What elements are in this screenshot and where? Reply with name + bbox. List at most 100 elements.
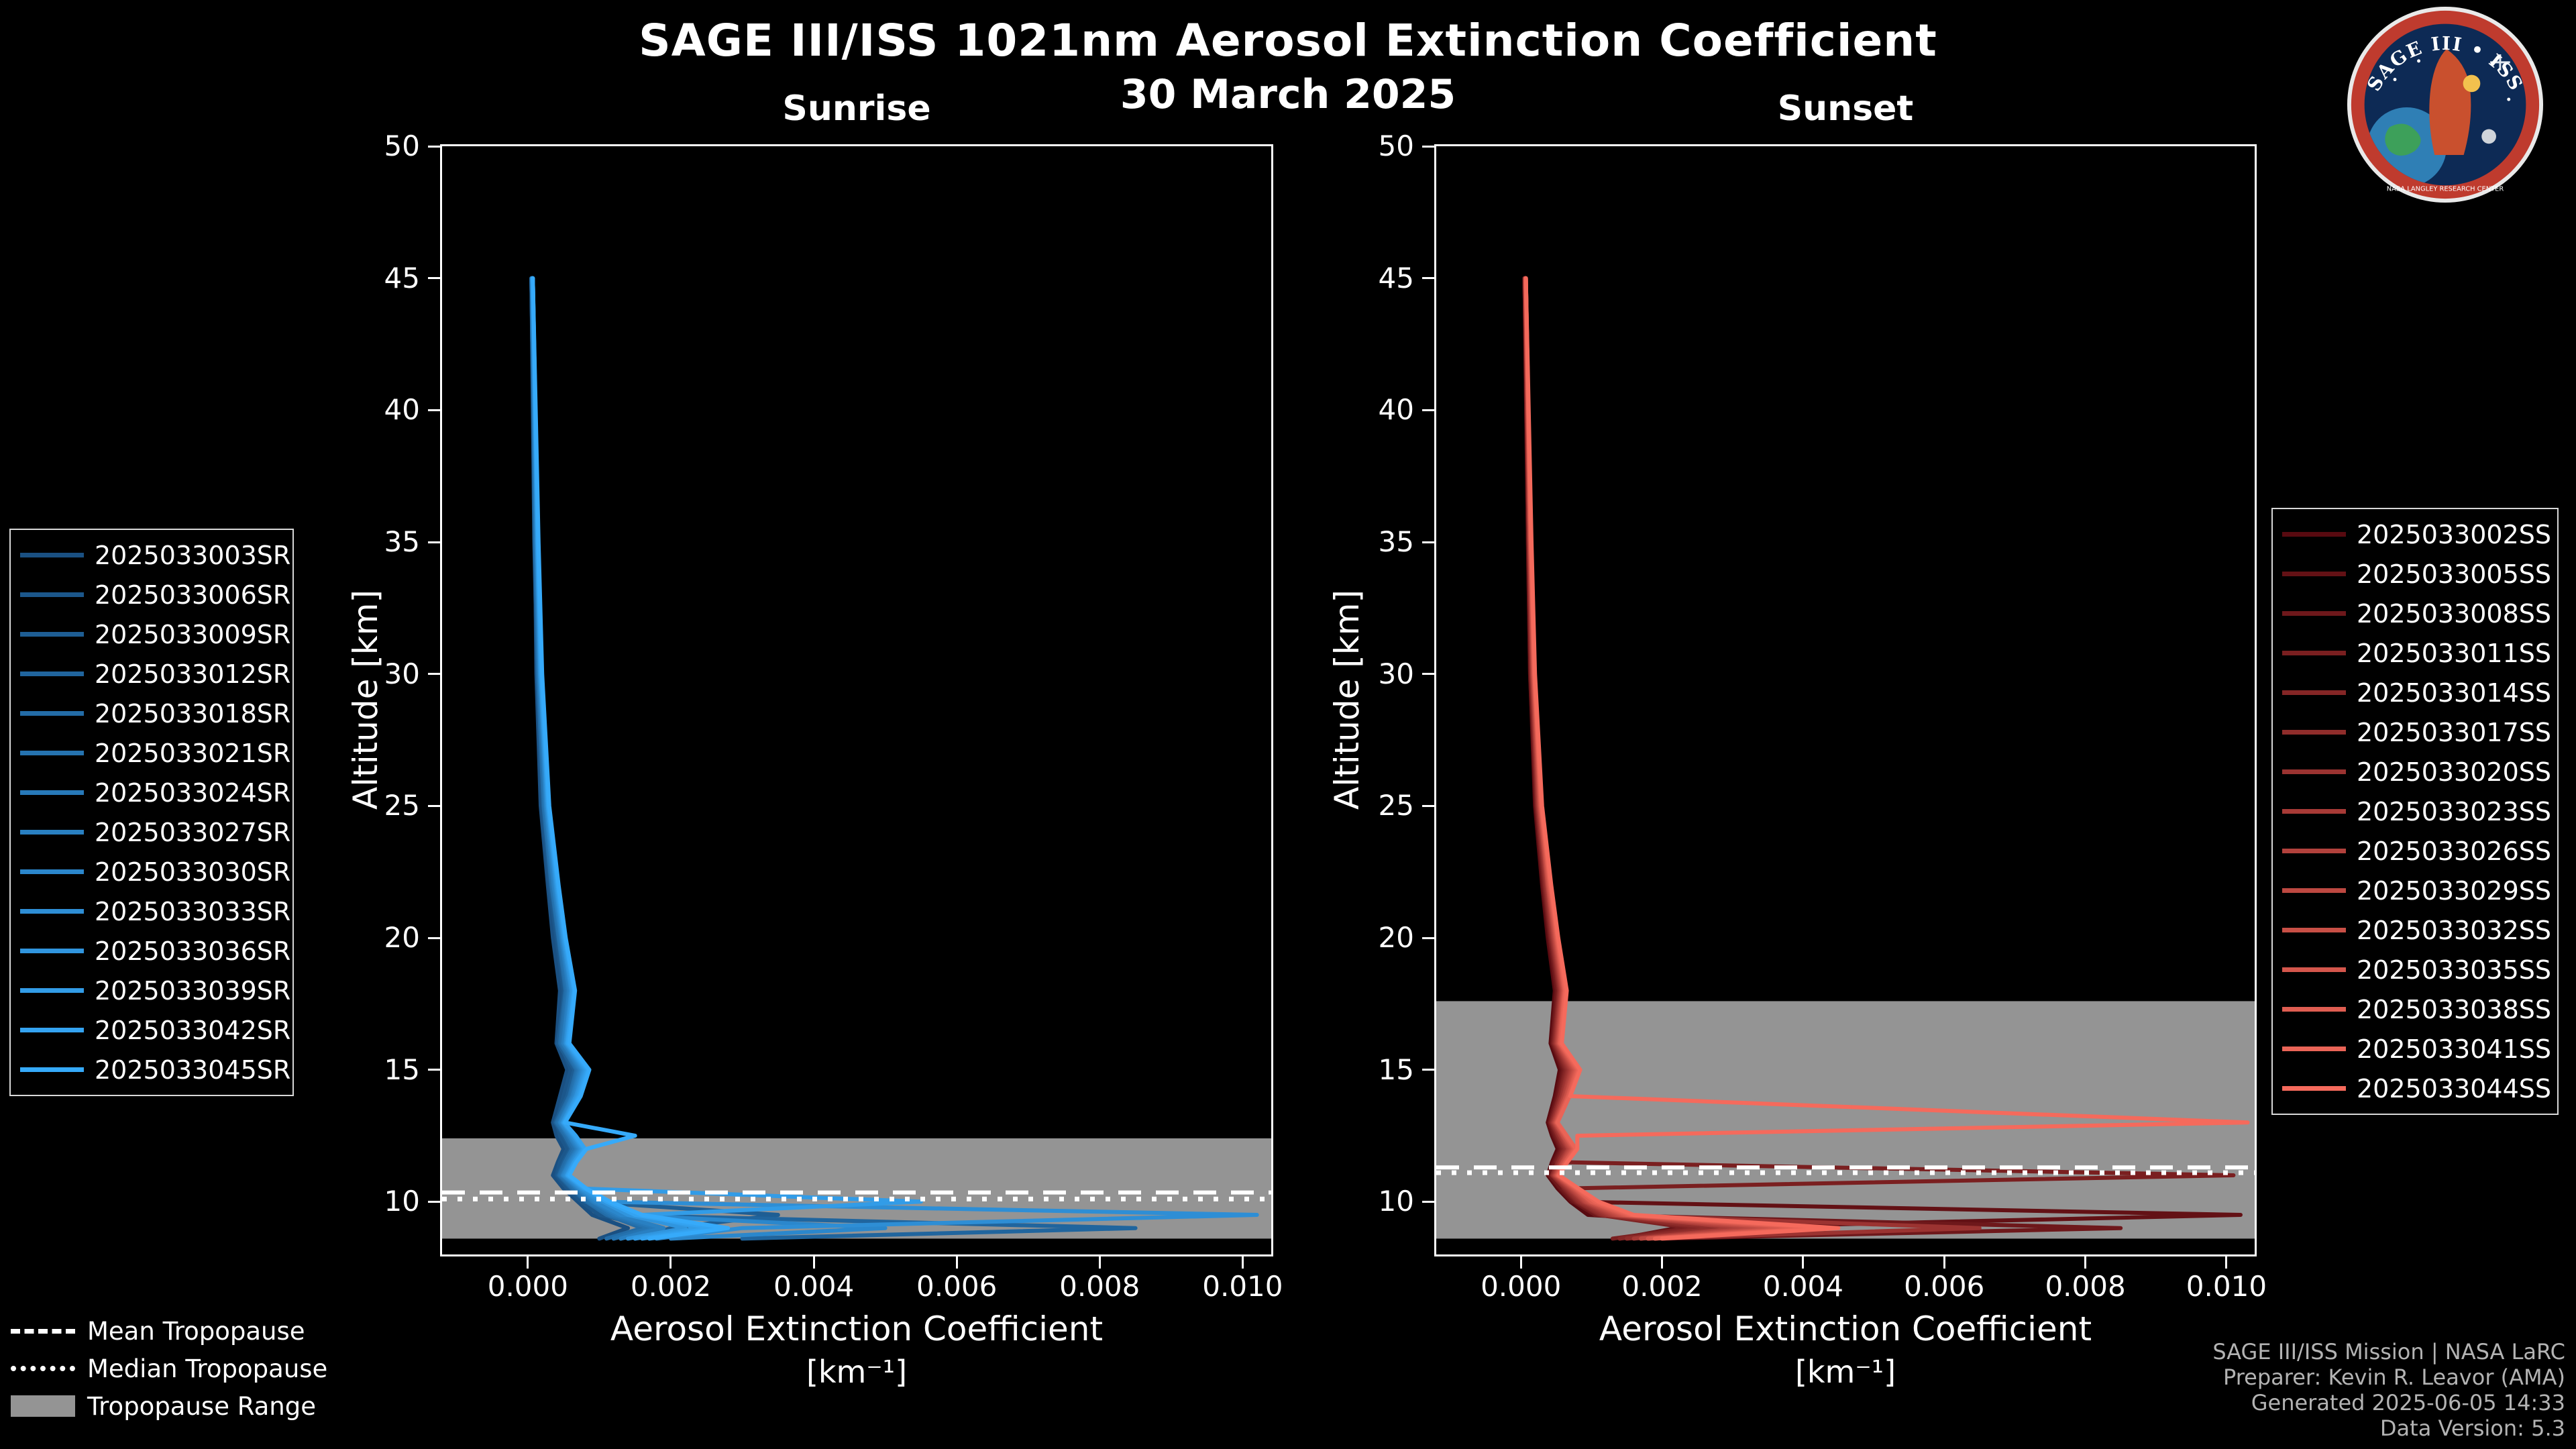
legend-line-sample — [2282, 809, 2346, 814]
sunset-x-axis-label: Aerosol Extinction Coefficient — [1599, 1309, 2092, 1348]
sunset-plot-area — [1434, 144, 2257, 1256]
legend-line-sample — [20, 632, 84, 637]
legend-label: 2025033020SS — [2357, 757, 2552, 787]
tropo-legend-label: Median Tropopause — [87, 1354, 328, 1383]
legend-label: 2025033003SR — [95, 540, 291, 570]
credit-line-version: Data Version: 5.3 — [2379, 1415, 2565, 1441]
legend-label: 2025033032SS — [2357, 915, 2552, 945]
legend-item: 2025033045SR — [20, 1050, 290, 1089]
y-tick-label: 20 — [384, 921, 420, 954]
legend-label: 2025033021SR — [95, 738, 291, 768]
y-tick-mark — [428, 804, 440, 807]
x-tick-label: 0.006 — [916, 1270, 998, 1303]
y-tick-mark — [428, 1069, 440, 1071]
legend-line-sample — [2282, 651, 2346, 655]
legend-item: 2025033020SS — [2282, 752, 2552, 792]
sunrise-plot-area — [440, 144, 1273, 1256]
legend-item: 2025033026SS — [2282, 831, 2552, 871]
legend-label: 2025033041SS — [2357, 1034, 2552, 1064]
sunrise-y-axis-label: Altitude [km] — [346, 590, 385, 810]
legend-label: 2025033011SS — [2357, 638, 2552, 668]
y-tick-label: 25 — [384, 789, 420, 822]
y-tick-mark — [428, 936, 440, 939]
profile-line — [530, 276, 1259, 1241]
legend-line-sample — [20, 592, 84, 597]
y-tick-label: 45 — [384, 261, 420, 294]
y-tick-label: 40 — [1378, 393, 1414, 427]
y-tick-mark — [428, 277, 440, 280]
y-tick-label: 50 — [384, 129, 420, 162]
legend-line-sample — [2282, 769, 2346, 774]
profile-line — [531, 276, 688, 1241]
y-tick-label: 15 — [1378, 1053, 1414, 1086]
profile-line — [531, 276, 731, 1241]
y-tick-mark — [1422, 1200, 1434, 1203]
legend-label: 2025033002SS — [2357, 519, 2552, 549]
logo-star — [2393, 78, 2397, 81]
legend-line-sample — [20, 1028, 84, 1032]
legend-item: 2025033012SR — [20, 654, 290, 694]
x-tick-label: 0.000 — [1481, 1270, 1562, 1303]
legend-label: 2025033006SR — [95, 580, 291, 610]
legend-line-sample — [2282, 888, 2346, 893]
legend-item: 2025033030SR — [20, 852, 290, 892]
legend-label: 2025033008SS — [2357, 598, 2552, 629]
y-tick-mark — [1422, 277, 1434, 280]
x-tick-mark — [1661, 1256, 1664, 1269]
y-tick-label: 35 — [384, 525, 420, 558]
legend-label: 2025033027SR — [95, 817, 291, 847]
legend-item: 2025033033SR — [20, 892, 290, 931]
y-tick-mark — [1422, 541, 1434, 543]
legend-label: 2025033012SR — [95, 659, 291, 689]
tropo-legend-row: Mean Tropopause — [11, 1312, 327, 1350]
legend-item: 2025033042SR — [20, 1010, 290, 1050]
profile-line — [530, 276, 666, 1241]
legend-label: 2025033014SS — [2357, 678, 2552, 708]
logo-earth-continent — [2385, 123, 2421, 156]
logo-star — [2507, 97, 2511, 101]
credit-line-mission: SAGE III/ISS Mission | NASA LaRC — [2212, 1339, 2565, 1364]
legend-item: 2025033039SR — [20, 971, 290, 1010]
sunset-plot-svg — [1436, 276, 2255, 1241]
logo-figure — [2429, 49, 2471, 155]
x-tick-mark — [669, 1256, 672, 1269]
legend-label: 2025033039SR — [95, 975, 291, 1006]
sunrise-x-axis-label: Aerosol Extinction Coefficient — [610, 1309, 1104, 1348]
page-title: SAGE III/ISS 1021nm Aerosol Extinction C… — [639, 15, 1937, 66]
y-tick-mark — [428, 409, 440, 411]
legend-line-sample — [2282, 967, 2346, 972]
x-tick-label: 0.010 — [1202, 1270, 1283, 1303]
legend-item: 2025033044SS — [2282, 1069, 2551, 1108]
legend-line-sample — [20, 909, 84, 914]
y-tick-mark — [1422, 804, 1434, 807]
sunset-y-axis-label: Altitude [km] — [1328, 590, 1366, 810]
x-tick-mark — [2084, 1256, 2087, 1269]
legend-line-sample — [20, 949, 84, 953]
y-tick-mark — [1422, 936, 1434, 939]
figure-date: 30 March 2025 — [1120, 71, 1456, 118]
legend-item: 2025033017SS — [2282, 712, 2551, 752]
y-tick-label: 45 — [1378, 261, 1414, 294]
legend-item: 2025033032SS — [2282, 910, 2552, 950]
tropo-legend-row: Median Tropopause — [11, 1350, 327, 1387]
y-tick-label: 10 — [1378, 1185, 1414, 1218]
tropo-legend-label: Mean Tropopause — [87, 1316, 305, 1346]
legend-label: 2025033018SR — [95, 698, 291, 729]
sage-iss-mission-patch: SAGE III • ISS NASA LANGLEY RESEARCH CEN… — [2346, 5, 2544, 204]
x-tick-label: 0.000 — [487, 1270, 568, 1303]
y-tick-mark — [1422, 1069, 1434, 1071]
legend-line-sample — [2282, 849, 2346, 853]
legend-label: 2025033026SS — [2357, 836, 2552, 866]
logo-bottom-text: NASA LANGLEY RESEARCH CENTER — [2387, 185, 2504, 193]
x-tick-mark — [1098, 1256, 1101, 1269]
legend-item: 2025033018SR — [20, 694, 290, 733]
profile-line — [531, 276, 923, 1241]
logo-moon — [2481, 129, 2496, 144]
y-tick-label: 15 — [384, 1053, 420, 1086]
legend-line-sample — [20, 672, 84, 676]
legend-line-sample — [2282, 690, 2346, 695]
logo-sun — [2463, 74, 2481, 93]
legend-label: 2025033029SS — [2357, 875, 2552, 906]
legend-line-sample — [2282, 572, 2346, 576]
x-tick-mark — [1802, 1256, 1805, 1269]
